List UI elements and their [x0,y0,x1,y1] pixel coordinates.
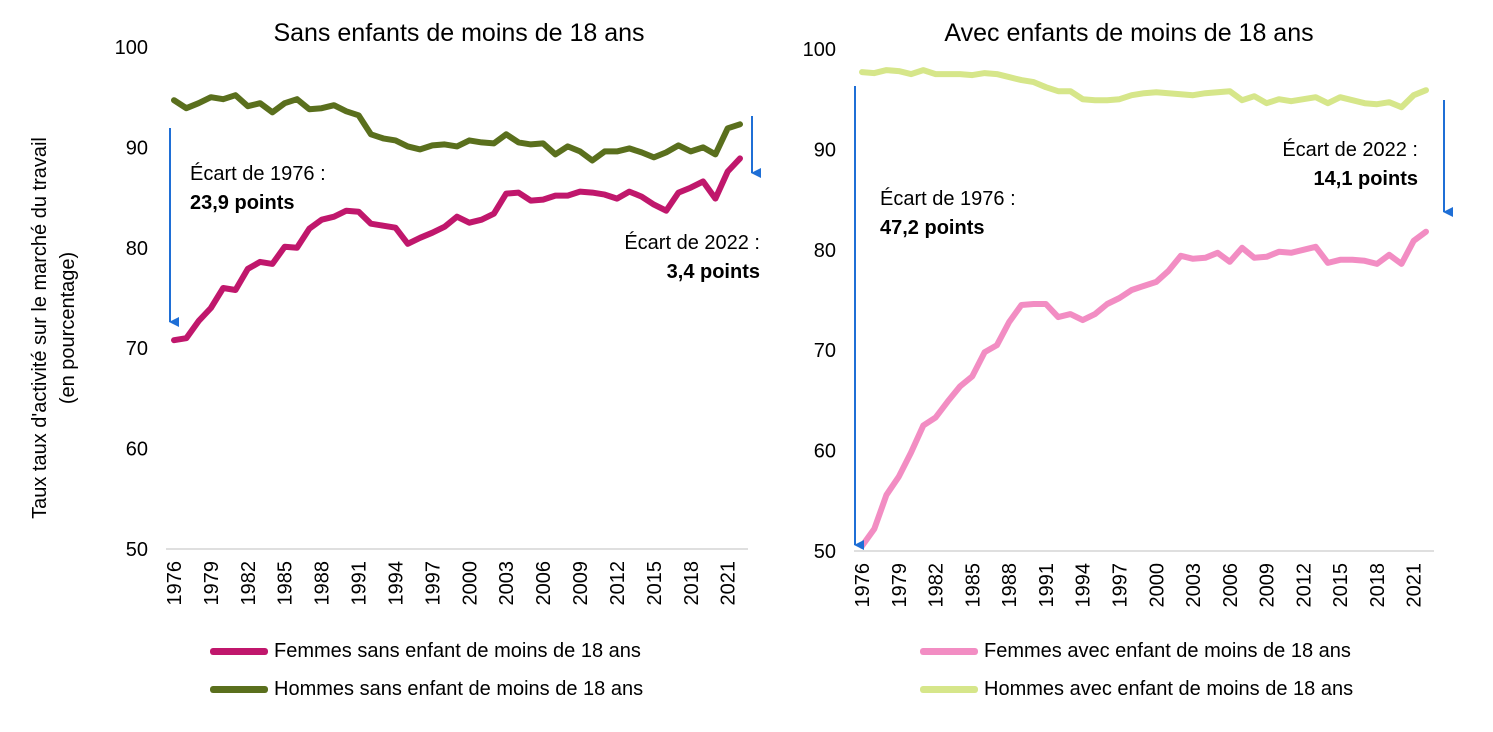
chart-right-x-tick-label: 1994 [1073,563,1095,608]
chart-left-x-tick-label: 1994 [385,561,407,606]
chart-right-series-men-line [859,67,1429,111]
chart-left-x-tick-label: 2003 [496,561,518,606]
chart-right-y-ticks: 50 60 70 80 90 100 [803,39,836,563]
chart-right-annotation-2022-label: Écart de 2022 : [1282,138,1418,161]
chart-left-y-tick-label: 100 [115,37,148,59]
chart-left-x-tick-label: 1982 [238,561,260,606]
legend-right-men-label: Hommes avec enfant de moins de 18 ans [984,678,1354,700]
chart-left-annotation-1976-label: Écart de 1976 : [190,162,326,185]
chart-left-y-tick-label: 50 [126,539,148,561]
y-axis-label-line1: Taux taux d'activité sur le marché du tr… [29,137,51,519]
chart-left-x-tick-label: 2012 [607,561,629,606]
chart-right-x-tick-label: 1982 [926,563,948,608]
chart-right-x-tick-label: 1997 [1109,563,1131,608]
chart-right-y-tick-label: 70 [814,340,836,362]
chart-left-x-tick-label: 1997 [422,561,444,606]
chart-left-x-tick-label: 1991 [349,561,371,606]
chart-left-annotation-2022-label: Écart de 2022 : [624,231,760,254]
chart-left-series-women-line [171,155,743,344]
chart-left-x-tick-label: 1979 [201,561,223,606]
chart-right-y-tick-label: 50 [814,541,836,563]
chart-right-y-tick-label: 90 [814,139,836,161]
chart-right-x-tick-label: 1979 [889,563,911,608]
chart-left-x-tick-label: 2000 [459,561,481,606]
chart-right-x-tick-label: 2003 [1183,563,1205,608]
legend-left-women: Femmes sans enfant de moins de 18 ans [210,640,641,663]
chart-left-annotation-1976-value: 23,9 points [190,192,294,214]
chart-left: Sans enfants de moins de 18 ans 50 60 70 80… [115,19,761,606]
chart-right-x-tick-label: 2018 [1367,563,1389,608]
chart-left-y-tick-label: 90 [126,137,148,159]
chart-right-x-tick-label: 2009 [1257,563,1279,608]
chart-right-y-tick-label: 100 [803,39,836,61]
chart-right-x-tick-label: 2015 [1330,563,1352,608]
chart-right-x-tick-label: 1991 [1036,563,1058,608]
chart-left-y-ticks: 50 60 70 80 90 100 [115,37,148,561]
chart-left-x-ticks: 1976 1979 1982 1985 1988 1991 1994 1997 2000 2003… [164,561,740,606]
chart-left-y-tick-label: 60 [126,439,148,461]
chart-right-annotation-2022-value: 14,1 points [1314,168,1418,190]
legend-left-men-swatch [210,686,268,693]
chart-right-annotation-1976-label: Écart de 1976 : [880,187,1016,210]
chart-left-title: Sans enfants de moins de 18 ans [273,19,644,47]
legend-right-women-swatch [920,648,978,655]
chart-right-x-tick-label: 2006 [1220,563,1242,608]
chart-left-x-tick-label: 1976 [164,561,186,606]
chart-left-y-tick-label: 80 [126,238,148,260]
chart-right-annotation-1976-value: 47,2 points [880,217,984,239]
chart-right-x-tick-label: 2012 [1293,563,1315,608]
legend-right-men-swatch [920,686,978,693]
chart-right-title: Avec enfants de moins de 18 ans [944,19,1313,47]
chart-left-x-tick-label: 1988 [312,561,334,606]
chart-right-y-tick-label: 60 [814,441,836,463]
legend-right-men: Hommes avec enfant de moins de 18 ans [920,678,1353,701]
chart-right-x-tick-label: 2021 [1404,563,1426,608]
chart-left-x-tick-label: 2009 [570,561,592,606]
chart-right-x-tick-label: 1988 [999,563,1021,608]
chart-left-x-tick-label: 2015 [644,561,666,606]
chart-left-annotation-2022-value: 3,4 points [667,261,760,283]
legend-left-men: Hommes sans enfant de moins de 18 ans [210,678,643,701]
chart-right-x-ticks: 1976 1979 1982 1985 1988 1991 1994 1997 2000 2003… [852,563,1426,608]
legend-right-women-label: Femmes avec enfant de moins de 18 ans [984,640,1351,662]
legend-left-women-label: Femmes sans enfant de moins de 18 ans [274,640,641,662]
chart-right-x-tick-label: 2000 [1146,563,1168,608]
chart-right-x-tick-label: 1985 [962,563,984,608]
chart-right-x-tick-label: 1976 [852,563,874,608]
legend-left-women-swatch [210,648,268,655]
legend-right-women: Femmes avec enfant de moins de 18 ans [920,640,1351,663]
chart-left-y-tick-label: 70 [126,338,148,360]
chart-left-x-tick-label: 2006 [533,561,555,606]
chart-right-series [859,67,1429,549]
chart-right-series-women-line [859,228,1429,549]
y-axis-label-line2: (en pourcentage) [57,252,79,404]
chart-left-series [171,92,743,344]
chart-left-x-tick-label: 2021 [718,561,740,606]
chart-left-x-tick-label: 2018 [681,561,703,606]
chart-right: Avec enfants de moins de 18 ans 50 60 70 80… [803,19,1453,608]
chart-left-x-tick-label: 1985 [275,561,297,606]
chart-right-y-tick-label: 80 [814,240,836,262]
legend-left-men-label: Hommes sans enfant de moins de 18 ans [274,678,644,700]
chart-left-series-men-line [171,92,743,164]
